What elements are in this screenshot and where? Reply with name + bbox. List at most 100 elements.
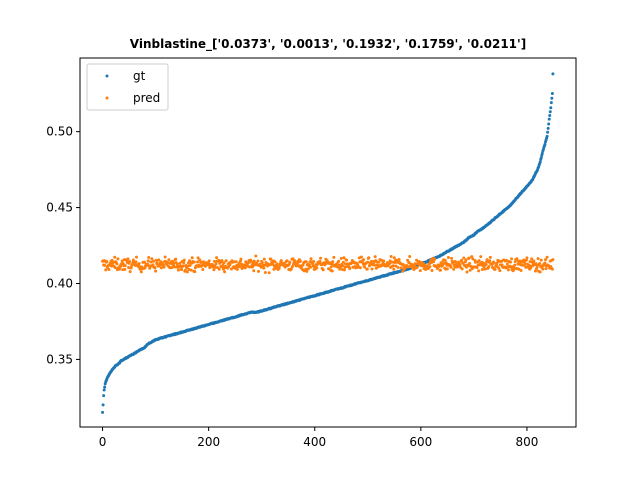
pred-point <box>418 269 422 273</box>
pred-point <box>479 255 483 259</box>
pred-point <box>155 261 159 265</box>
pred-point <box>443 258 447 262</box>
pred-point <box>190 256 194 260</box>
pred-point <box>358 266 362 270</box>
pred-point <box>515 257 519 261</box>
pred-point <box>415 266 419 269</box>
pred-point <box>458 263 462 267</box>
gt-point <box>548 110 552 114</box>
pred-point <box>182 258 186 262</box>
pred-point <box>396 265 400 269</box>
pred-point <box>176 268 180 272</box>
pred-point <box>330 269 334 273</box>
pred-point <box>239 257 243 261</box>
pred-point <box>309 257 313 261</box>
pred-point <box>162 265 166 269</box>
legend-label-pred: pred <box>133 91 160 105</box>
pred-point <box>468 262 472 266</box>
pred-point <box>460 258 464 262</box>
pred-point <box>382 259 386 263</box>
pred-point <box>128 270 132 274</box>
pred-point <box>207 261 211 265</box>
pred-point <box>370 267 374 271</box>
pred-point <box>483 267 487 271</box>
pred-point <box>342 256 346 260</box>
pred-point <box>288 260 292 264</box>
pred-point <box>327 267 331 271</box>
pred-point <box>377 260 381 264</box>
pred-point <box>214 266 218 270</box>
pred-point <box>373 263 377 267</box>
pred-point <box>485 258 489 262</box>
pred-point <box>116 257 120 261</box>
pred-point <box>389 255 393 259</box>
pred-point <box>157 258 161 262</box>
x-tick-label: 800 <box>515 435 538 449</box>
gt-point <box>102 394 106 398</box>
pred-point <box>166 261 170 265</box>
pred-point <box>151 263 155 267</box>
pred-point <box>142 260 146 264</box>
pred-point <box>105 260 109 264</box>
gt-point <box>547 117 551 121</box>
pred-point <box>224 259 228 263</box>
pred-point <box>129 266 133 270</box>
pred-point <box>394 264 398 268</box>
pred-point <box>488 259 492 263</box>
pred-point <box>513 263 517 267</box>
pred-point <box>433 257 437 261</box>
gt-point <box>102 388 106 392</box>
pred-point <box>339 256 343 260</box>
pred-point <box>493 267 497 271</box>
pred-point <box>543 261 547 265</box>
pred-point <box>446 255 450 259</box>
x-tick-label: 600 <box>409 435 432 449</box>
pred-point <box>220 259 224 263</box>
pred-point <box>450 256 454 260</box>
pred-point <box>304 260 308 264</box>
pred-point <box>397 258 401 261</box>
pred-point <box>392 267 396 271</box>
pred-point <box>519 268 523 272</box>
pred-point <box>174 257 178 261</box>
pred-point <box>304 267 308 271</box>
legend-marker-pred <box>105 96 109 100</box>
pred-point <box>181 264 185 268</box>
pred-point <box>530 257 534 261</box>
pred-point <box>221 263 225 267</box>
gt-point <box>549 106 553 110</box>
pred-point <box>252 269 256 273</box>
pred-point <box>260 261 264 265</box>
pred-point <box>273 260 277 264</box>
pred-point <box>128 259 132 263</box>
pred-point <box>200 263 204 267</box>
pred-point <box>401 269 405 273</box>
pred-point <box>283 262 286 266</box>
pred-point <box>113 266 117 270</box>
gt-point <box>543 142 547 146</box>
pred-point <box>430 268 434 272</box>
pred-point <box>464 258 468 262</box>
legend-label-gt: gt <box>133 69 146 83</box>
pred-point <box>499 259 503 263</box>
pred-point <box>207 259 211 263</box>
pred-point <box>263 271 267 275</box>
pred-point <box>466 264 470 268</box>
pred-point <box>366 260 370 264</box>
pred-point <box>134 260 138 264</box>
pred-point <box>275 262 279 266</box>
pred-point <box>126 257 130 261</box>
pred-point <box>441 264 445 268</box>
pred-point <box>484 262 488 266</box>
pred-point <box>480 267 484 271</box>
pred-point <box>120 259 124 263</box>
pred-point <box>391 264 395 268</box>
pred-point <box>192 260 196 264</box>
pred-point <box>525 256 529 260</box>
series-pred <box>101 254 555 275</box>
gt-point <box>101 403 105 407</box>
pred-point <box>235 267 239 271</box>
legend: gt pred <box>86 63 169 111</box>
pred-point <box>252 259 256 263</box>
